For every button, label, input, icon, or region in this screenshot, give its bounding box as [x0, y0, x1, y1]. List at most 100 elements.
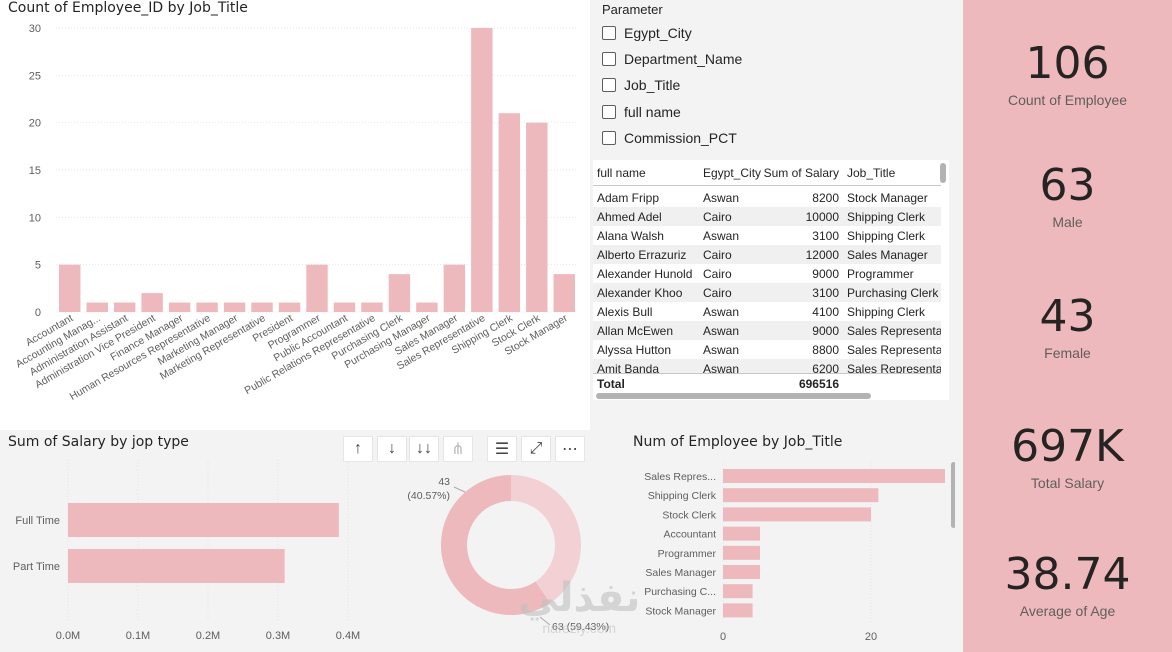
table-cell: Ahmed Adel: [597, 209, 662, 224]
gender-donut-chart: 43 (40.57%) 63 (59.43%): [407, 475, 609, 633]
salary-jobtype-bar-chart: 0.0M 0.1M 0.2M 0.3M 0.4M Full Time Part Time: [13, 460, 360, 642]
table-total-row: Total 696516: [593, 373, 941, 393]
table-cell: Sales Representative: [847, 361, 941, 376]
param-full-name[interactable]: full name: [602, 103, 681, 121]
table-row[interactable]: Alana Walsh Aswan 3100 Shipping Clerk: [593, 226, 941, 245]
arrow-down-icon[interactable]: ↓: [377, 436, 407, 462]
table-header: full name Egypt_City Sum of Salary Job_T…: [593, 160, 941, 186]
y-tick-label: 10: [29, 212, 41, 224]
bar: [471, 28, 493, 312]
table-vertical-scrollbar[interactable]: [940, 163, 946, 183]
job-title-chart-title: Count of Employee_ID by Job_Title: [8, 0, 248, 16]
checkbox-icon[interactable]: [602, 52, 616, 66]
table-cell: 9000: [812, 323, 839, 338]
table-row[interactable]: Ahmed Adel Cairo 10000 Shipping Clerk: [593, 207, 941, 226]
visual-toolbar: ↑ ↓ ↓↓ ⋔ ☰ ⤢ ⋯: [343, 436, 589, 462]
table-row[interactable]: Alexander Hunold Cairo 9000 Programmer: [593, 264, 941, 283]
table-cell: Shipping Clerk: [847, 209, 926, 224]
watermark-arabic: نفذلي: [518, 575, 641, 621]
kpi-average-age: 38.74 Average of Age: [963, 553, 1172, 620]
param-job-title[interactable]: Job_Title: [602, 76, 680, 94]
table-cell: Alana Walsh: [597, 228, 664, 243]
filter-icon[interactable]: ☰: [487, 436, 517, 462]
bar: [723, 603, 753, 618]
table-row[interactable]: Allan McEwen Aswan 9000 Sales Representativ…: [593, 321, 941, 340]
table-cell: Sales Representative: [847, 323, 941, 338]
bar: [306, 264, 328, 312]
header-full-name[interactable]: full name: [597, 165, 646, 180]
checkbox-icon[interactable]: [602, 26, 616, 40]
header-egypt-city[interactable]: Egypt_City: [703, 165, 762, 180]
kpi-label: Average of Age: [1019, 603, 1116, 619]
table-row[interactable]: Adam Fripp Aswan 8200 Stock Manager: [593, 188, 941, 207]
table-cell: Aswan: [703, 323, 740, 338]
table-row[interactable]: Alyssa Hutton Aswan 8800 Sales Representati…: [593, 340, 941, 359]
table-cell: Cairo: [703, 285, 732, 300]
bar: [59, 264, 81, 312]
table-cell: Sales Manager: [847, 247, 928, 262]
param-commission-pct[interactable]: Commission_PCT: [602, 129, 737, 147]
param-label: Commission_PCT: [624, 130, 737, 146]
more-options-icon[interactable]: ⋯: [555, 436, 585, 462]
hierarchy-icon[interactable]: ⋔: [443, 436, 473, 462]
total-label: Total: [597, 376, 625, 391]
y-category-label: Stock Clerk: [662, 509, 716, 521]
kpi-value: 43: [1039, 291, 1096, 342]
arrow-up-icon[interactable]: ↑: [343, 436, 373, 462]
y-tick-label: 5: [35, 260, 41, 272]
table-row[interactable]: Alexander Khoo Cairo 3100 Purchasing Clerk: [593, 283, 941, 302]
job-title-chart-panel: Count of Employee_ID by Job_Title 0 5 10 15…: [0, 0, 590, 430]
table-cell: 3100: [812, 228, 839, 243]
table-row[interactable]: Alberto Errazuriz Cairo 12000 Sales Manager: [593, 245, 941, 264]
x-tick-label: 0.4M: [336, 630, 360, 642]
y-category-label: Stock Manager: [645, 605, 716, 617]
y-category-label: Part Time: [13, 561, 60, 573]
table-cell: Alyssa Hutton: [597, 342, 672, 357]
table-cell: Allan McEwen: [597, 323, 674, 338]
table-cell: Cairo: [703, 209, 732, 224]
bar: [553, 274, 575, 312]
table-cell: Amit Banda: [597, 361, 660, 376]
bar: [498, 113, 521, 312]
table-cell: Alberto Errazuriz: [597, 247, 687, 262]
param-department-name[interactable]: Department_Name: [602, 50, 742, 68]
double-arrow-down-icon[interactable]: ↓↓: [409, 436, 439, 462]
bar: [388, 274, 411, 312]
donut-slice: [441, 475, 551, 615]
y-category-label: Sales Repres...: [644, 471, 716, 483]
bar: [196, 302, 218, 312]
checkbox-icon[interactable]: [602, 78, 616, 92]
kpi-label: Total Salary: [1030, 475, 1105, 491]
checkbox-icon[interactable]: [602, 105, 616, 119]
checkbox-icon[interactable]: [602, 131, 616, 145]
table-horizontal-scrollbar[interactable]: [596, 393, 871, 399]
bar: [723, 565, 760, 579]
leader-line: [539, 616, 551, 626]
focus-mode-icon[interactable]: ⤢: [521, 436, 551, 462]
bar: [361, 302, 383, 312]
table-cell: Adam Fripp: [597, 190, 660, 205]
y-category-label: Full Time: [15, 515, 60, 527]
y-category-label: Programmer: [658, 548, 717, 560]
table-cell: Alexis Bull: [597, 304, 653, 319]
bar: [723, 507, 871, 522]
slice-pct-label: (40.57%): [407, 490, 450, 502]
table-cell: 3100: [812, 285, 839, 300]
bar: [416, 302, 438, 312]
table-row[interactable]: Alexis Bull Aswan 4100 Shipping Clerk: [593, 302, 941, 321]
bar: [333, 302, 356, 312]
header-sum-salary[interactable]: Sum of Salary: [763, 165, 839, 180]
param-label: Egypt_City: [624, 25, 692, 41]
slice-label: 43: [438, 476, 450, 488]
table-cell: Cairo: [703, 266, 732, 281]
table-cell: 8200: [812, 190, 839, 205]
kpi-label: Male: [1052, 214, 1083, 230]
header-job-title[interactable]: Job_Title: [847, 165, 896, 180]
y-category-label: Sales Manager: [645, 567, 716, 579]
kpi-label: Female: [1044, 345, 1091, 361]
table-cell: Aswan: [703, 304, 740, 319]
param-egypt-city[interactable]: Egypt_City: [602, 24, 692, 42]
parameter-title: Parameter: [602, 2, 663, 17]
kpi-female: 43 Female: [963, 291, 1172, 362]
y-category-label: Purchasing C...: [644, 586, 716, 598]
